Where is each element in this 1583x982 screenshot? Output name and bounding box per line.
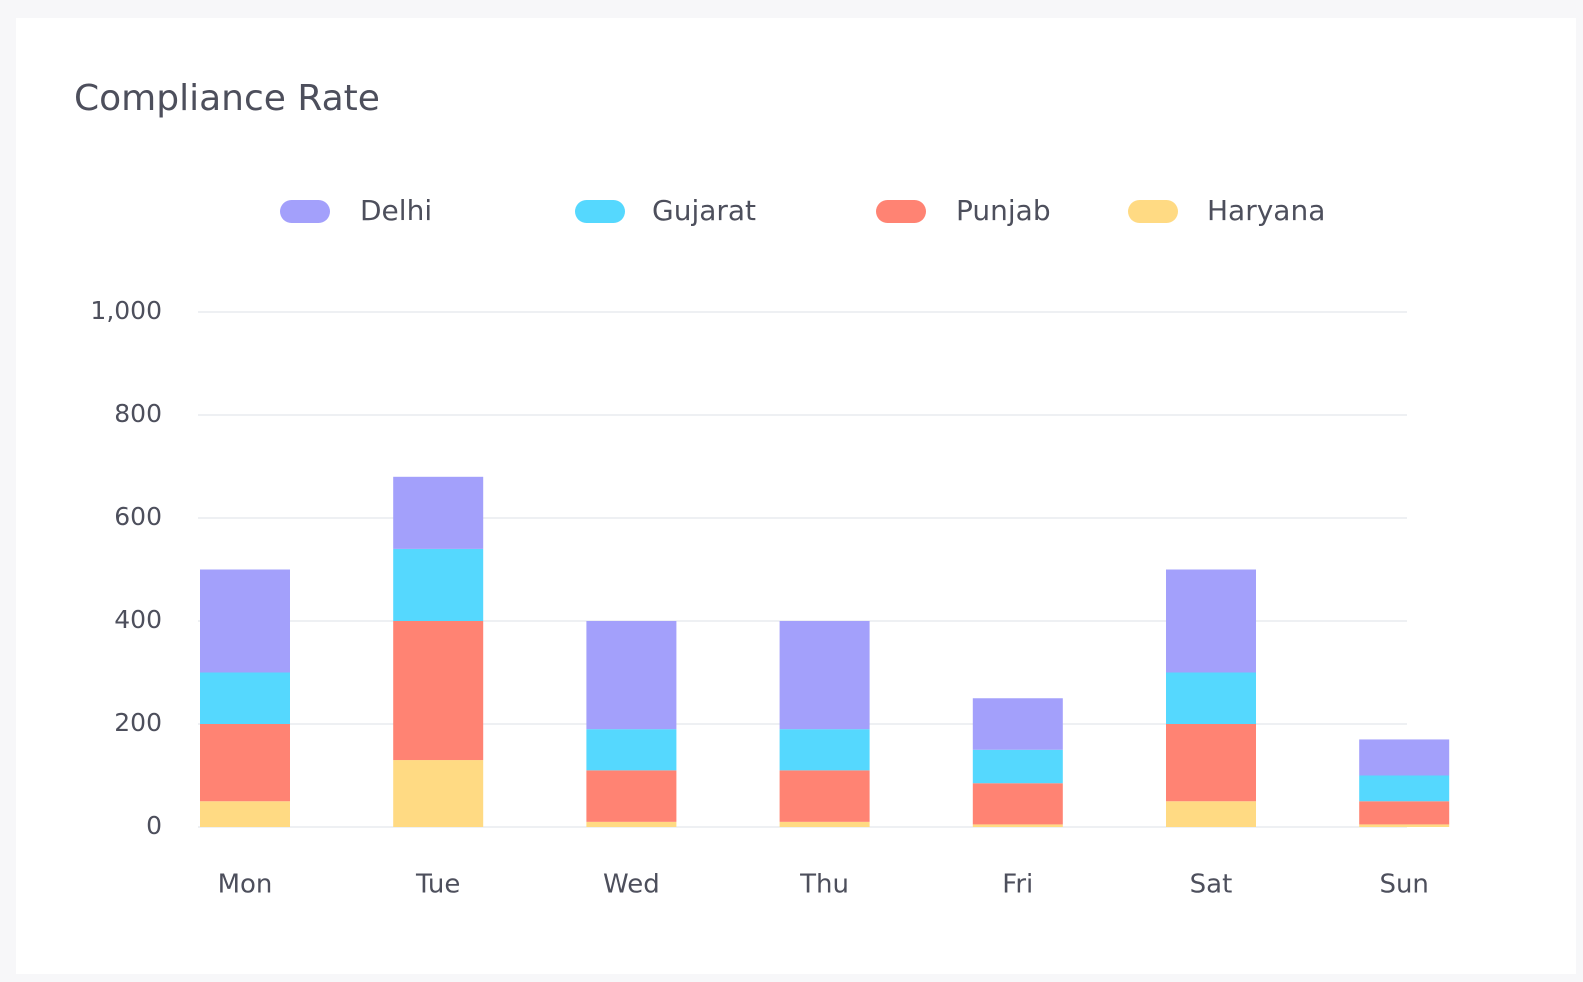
y-tick-label: 400 [114, 605, 162, 634]
x-tick-label: Thu [799, 870, 849, 900]
legend-swatch [575, 200, 625, 223]
legend-label: Delhi [360, 194, 432, 227]
bar-segment [200, 672, 290, 724]
bar-segment [1359, 775, 1450, 802]
bar-segment [972, 749, 1063, 784]
bar-segment [1359, 739, 1450, 776]
bar-segment [1359, 824, 1450, 827]
bar-segment [1359, 801, 1450, 825]
x-tick-label: Sun [1379, 870, 1428, 900]
bar-segment [1166, 672, 1256, 724]
bar-segment [779, 729, 870, 771]
bar-segment [586, 621, 677, 730]
bar-segment [1166, 801, 1256, 827]
bar-segment [586, 729, 677, 771]
bar-segment [1166, 569, 1256, 673]
legend-swatch [876, 200, 926, 223]
chart-title: Compliance Rate [74, 78, 380, 119]
legend-swatch [280, 200, 330, 223]
bar-segment [779, 621, 870, 730]
bar-segment [779, 770, 870, 822]
bar-segment [200, 724, 290, 802]
x-tick-label: Wed [603, 870, 660, 900]
bar-segment [972, 783, 1063, 825]
bar-segment [779, 821, 870, 827]
legend-label: Gujarat [652, 194, 756, 227]
bar-segment [393, 760, 484, 827]
x-tick-label: Tue [415, 870, 460, 900]
y-tick-label: 800 [114, 399, 162, 428]
bar-segment [586, 821, 677, 827]
y-tick-label: 200 [114, 708, 162, 737]
card [16, 18, 1576, 974]
bar-segment [200, 801, 290, 827]
bar-segment [586, 770, 677, 822]
y-tick-label: 600 [114, 502, 162, 531]
bar-segment [393, 621, 484, 761]
y-tick-label: 0 [146, 811, 162, 840]
bar-segment [972, 824, 1063, 827]
bar-segment [972, 698, 1063, 750]
legend-swatch [1128, 200, 1178, 223]
bar-segment [393, 476, 484, 549]
x-tick-label: Fri [1002, 870, 1033, 900]
bar-segment [393, 548, 484, 621]
bar-segment [1166, 724, 1256, 802]
x-tick-label: Sat [1190, 870, 1233, 900]
bar-segment [200, 569, 290, 673]
legend-label: Haryana [1207, 194, 1325, 227]
x-tick-label: Mon [218, 870, 273, 900]
legend-label: Punjab [956, 194, 1051, 227]
y-tick-label: 1,000 [90, 296, 162, 325]
